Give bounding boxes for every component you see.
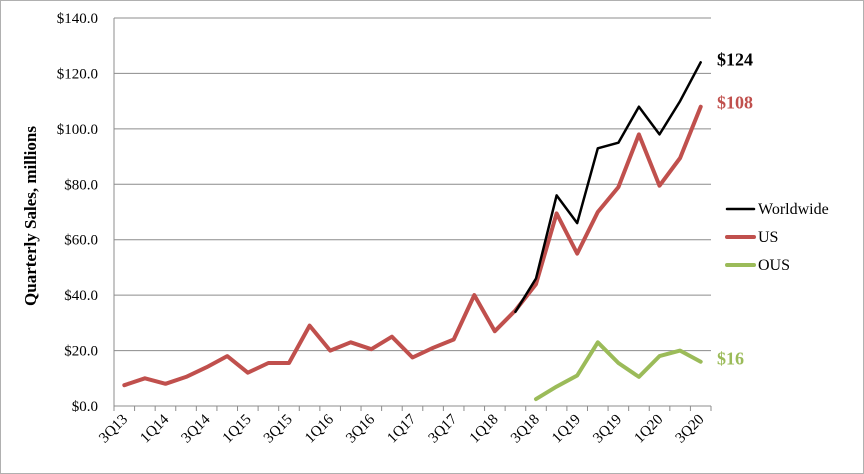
x-tick-label: 1Q16 — [302, 411, 337, 446]
x-tick-label: 3Q18 — [508, 412, 543, 447]
end-label-us: $108 — [717, 93, 753, 113]
end-labels: $124 $108 $16 — [717, 49, 753, 368]
axes — [113, 18, 712, 411]
gridlines — [114, 17, 711, 407]
y-tick-label: $140.0 — [57, 11, 98, 27]
end-label-ous: $16 — [717, 349, 744, 369]
y-tick-label: $60.0 — [64, 233, 98, 249]
x-tick-label: 3Q13 — [96, 412, 131, 447]
legend-label: OUS — [758, 257, 790, 274]
y-tick-labels: $0.0 $20.0 $40.0 $60.0 $80.0 $100.0 $120.0 $140… — [57, 11, 98, 415]
x-tick-label: 3Q17 — [426, 411, 461, 446]
legend-label: Worldwide — [758, 201, 829, 218]
x-tick-label: 1Q18 — [467, 412, 502, 447]
x-tick-label: 1Q19 — [549, 412, 584, 447]
x-tick-label: 1Q20 — [631, 412, 666, 447]
x-tick-label: 3Q19 — [590, 412, 625, 447]
y-tick-label: $80.0 — [64, 177, 98, 193]
y-tick-label: $0.0 — [72, 399, 98, 415]
x-tick-label: 3Q15 — [261, 412, 296, 447]
series-line-worldwide — [514, 61, 702, 314]
x-tick-labels: 3Q13 1Q14 3Q14 1Q15 3Q15 1Q16 3Q16 1Q17 3Q17 1Q18… — [96, 411, 707, 446]
series-lines — [122, 61, 703, 402]
legend-label: US — [758, 229, 778, 246]
y-tick-label: $40.0 — [64, 288, 98, 304]
x-tick-label: 3Q16 — [343, 411, 378, 446]
y-axis-label: Quarterly Sales, millions — [21, 126, 40, 306]
x-tick-label: 3Q14 — [179, 411, 214, 446]
series-line-us — [122, 104, 703, 388]
y-tick-label: $100.0 — [57, 122, 98, 138]
end-label-worldwide: $124 — [717, 49, 753, 69]
legend: Worldwide US OUS — [725, 201, 829, 274]
series-line-ous — [534, 340, 703, 402]
x-tick-label: 1Q14 — [137, 411, 172, 446]
y-tick-label: $120.0 — [57, 66, 98, 82]
x-tick-label: 3Q20 — [673, 412, 708, 447]
x-tick-label: 1Q15 — [220, 412, 255, 447]
y-tick-label: $20.0 — [64, 344, 98, 360]
x-tick-label: 1Q17 — [384, 411, 419, 446]
